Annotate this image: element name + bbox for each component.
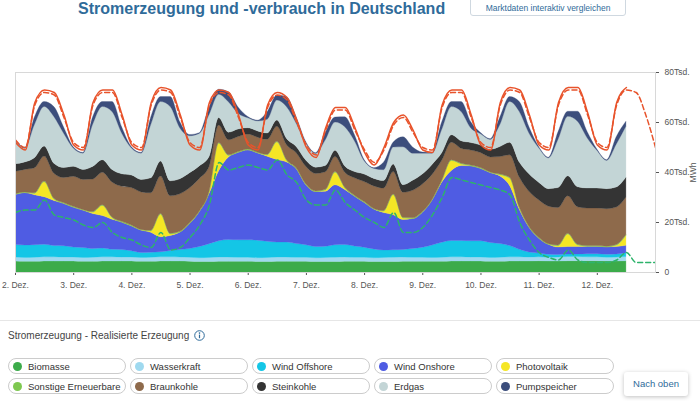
svg-text:40Tsd.: 40Tsd. [665, 167, 690, 177]
html-text:Stromerzeugung - Realisierte E: Stromerzeugung - Realisierte Erzeugung [8, 330, 190, 341]
svg-text:3. Dez.: 3. Dez. [60, 280, 87, 290]
svg-text:8. Dez.: 8. Dez. [351, 280, 378, 290]
html-text:Wasserkraft: Wasserkraft [150, 360, 201, 372]
html-text:Pumpspeicher: Pumpspeicher [516, 380, 577, 392]
svg-text:10. Dez.: 10. Dez. [465, 280, 497, 290]
html-text:Braunkohle: Braunkohle [150, 380, 199, 392]
svg-text:7. Dez.: 7. Dez. [293, 280, 320, 290]
svg-text:2. Dez.: 2. Dez. [2, 280, 29, 290]
svg-text:80Tsd.: 80Tsd. [665, 67, 690, 77]
html-text:Marktdaten interaktiv vergleic: Marktdaten interaktiv vergleichen [485, 3, 611, 13]
svg-text:20Tsd.: 20Tsd. [665, 217, 690, 227]
svg-text:11. Dez.: 11. Dez. [524, 280, 555, 290]
svg-text:12. Dez.: 12. Dez. [581, 280, 613, 290]
html-text:Erdgas: Erdgas [394, 380, 425, 392]
svg-text:9. Dez.: 9. Dez. [409, 280, 436, 290]
svg-text:60Tsd.: 60Tsd. [665, 117, 690, 127]
html-text:Wind Onshore: Wind Onshore [394, 360, 455, 372]
html-text:Biomasse: Biomasse [28, 360, 70, 372]
html-text:Photovoltaik: Photovoltaik [516, 360, 568, 372]
svg-text:6. Dez.: 6. Dez. [235, 280, 262, 290]
svg-text:0: 0 [665, 267, 670, 277]
svg-text:MWh: MWh [688, 162, 698, 182]
html-text:Sonstige Erneuerbare: Sonstige Erneuerbare [28, 380, 121, 392]
html-text:Steinkohle: Steinkohle [272, 380, 317, 392]
svg-text:5. Dez.: 5. Dez. [177, 280, 204, 290]
html-text:Nach oben: Nach oben [633, 378, 679, 389]
svg-text:4. Dez.: 4. Dez. [118, 280, 145, 290]
html-text:Stromerzeugung und -verbrauch: Stromerzeugung und -verbrauch in Deutsch… [78, 0, 446, 17]
html-text:Wind Offshore: Wind Offshore [272, 360, 333, 372]
